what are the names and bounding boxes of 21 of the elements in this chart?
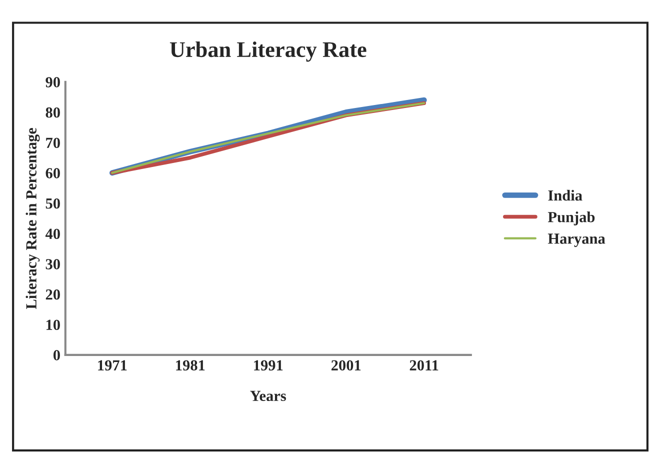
y-tick-label: 90 [46,77,60,88]
chart-title: Urban Literacy Rate [170,41,366,62]
legend-label: India [548,190,582,201]
y-axis-title: Literacy Rate in Percentage [26,128,40,309]
y-tick-label: 30 [46,259,60,270]
x-tick-label: 1991 [254,360,283,371]
x-axis-title: Years [250,390,286,402]
y-tick-label: 40 [45,228,60,240]
y-tick-label: 70 [46,138,60,148]
y-tick-label: 10 [46,320,60,330]
x-tick-label: 1971 [98,360,127,371]
x-tick-label: 1981 [176,360,205,371]
y-tick-label: 0 [53,350,60,360]
y-tick-label: 80 [46,107,60,118]
y-tick-label: 50 [46,198,60,209]
x-tick-label: 2011 [410,360,438,371]
legend-label: Haryana [548,234,606,247]
x-tick-label: 2001 [331,360,361,371]
y-tick-label: 60 [46,168,60,178]
y-tick-label: 20 [46,289,60,300]
legend-label: Punjab [548,212,595,226]
